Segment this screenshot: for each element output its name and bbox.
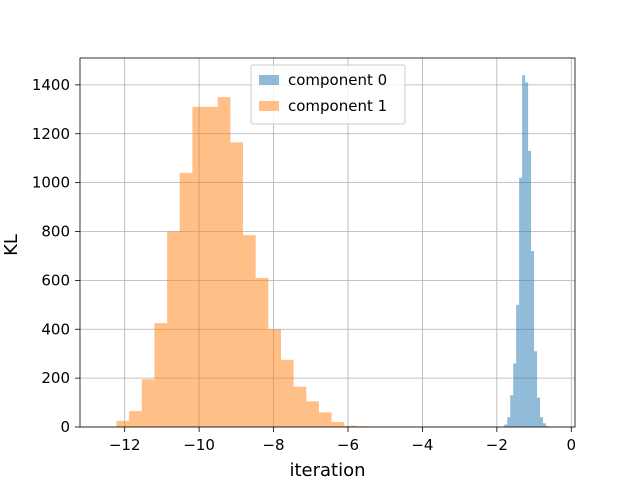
histogram-bar [167,231,180,427]
histogram-bar [540,417,543,427]
legend: component 0 component 1 [250,64,406,125]
histogram-bar [192,106,206,427]
y-tick-label: 1000 [32,174,70,192]
x-axis-label: iteration [289,460,365,480]
histogram-bar [516,304,520,427]
histogram-bar [318,412,332,427]
histogram-bar [525,82,529,428]
histogram-bar [116,420,130,427]
histogram-bar [255,277,269,427]
y-tick-label: 200 [41,369,70,387]
histogram-bar [542,423,546,427]
y-tick-label: 600 [41,271,70,289]
histogram-bar [531,251,535,427]
histogram-bar [507,417,511,427]
y-tick-label: 0 [60,418,70,436]
histogram-bar [243,235,256,427]
x-tick-label: −4 [411,436,433,454]
x-axis-ticks: −12 −10 −8 −6 −4 −2 0 [109,427,576,454]
histogram-bar [141,379,155,427]
histogram-bar [179,172,193,427]
legend-entry-label: component 1 [288,97,387,115]
histogram-bar [519,177,523,427]
histogram-bar [528,150,532,427]
series-1-bars [116,97,383,427]
histogram-bar [217,97,231,427]
histogram-bar [510,395,514,427]
y-tick-label: 1400 [32,76,70,94]
histogram-bar [280,359,294,427]
y-tick-label: 1200 [32,125,70,143]
plot-area-frame [79,57,576,428]
histogram-bar [513,363,517,427]
legend-box [250,64,406,125]
histogram-bar [154,323,168,427]
histogram-bar [205,106,218,427]
x-tick-label: −6 [337,436,359,454]
histogram-bar [331,422,345,427]
histogram-bar [534,351,538,427]
histogram-bar [306,401,319,427]
histogram-bar [293,386,307,427]
legend-swatch [259,101,279,111]
y-tick-label: 400 [41,320,70,338]
histogram-bar [504,424,508,427]
x-tick-label: −8 [262,436,284,454]
x-tick-label: −2 [486,436,508,454]
histogram-bar [545,426,549,427]
histogram-bar [129,411,142,427]
histogram-bar [537,397,541,427]
histogram-bars [116,75,549,428]
histogram-bar [522,75,526,427]
histogram-bar [230,142,244,427]
x-tick-label: −10 [183,436,215,454]
legend-entry-label: component 0 [288,71,387,89]
histogram-bar [344,425,357,427]
y-tick-label: 800 [41,223,70,241]
x-tick-label: −12 [109,436,141,454]
legend-swatch [259,75,279,85]
series-0-bars [504,75,549,428]
histogram-bar [268,329,281,427]
x-tick-label: 0 [567,436,577,454]
y-axis-label: KL [1,234,22,256]
y-axis-ticks: 0 200 400 600 800 1000 1200 1400 [32,76,80,436]
